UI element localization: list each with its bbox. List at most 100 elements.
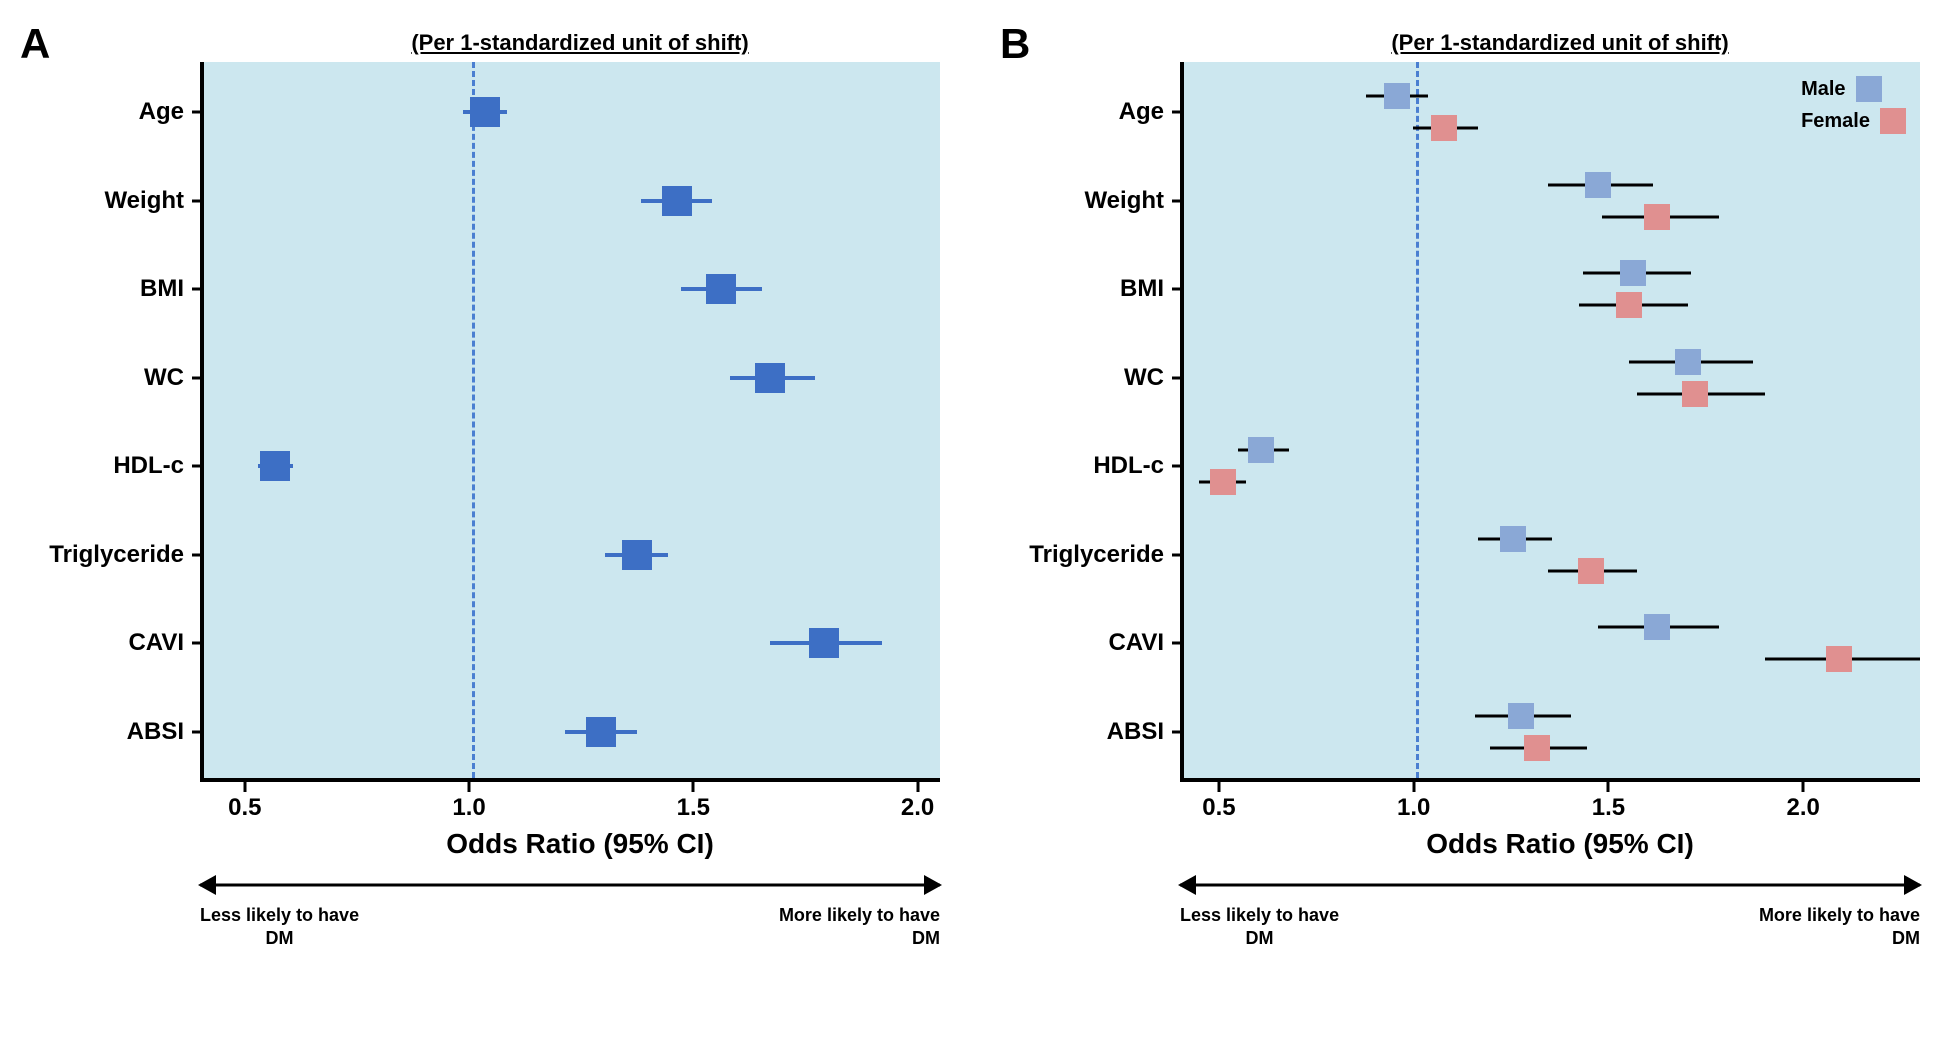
panel-b-ylabels: AgeWeightBMIWCHDL-cTriglycerideCAVIABSI xyxy=(1004,62,1174,778)
reference-line xyxy=(1416,62,1419,778)
legend-row: Female xyxy=(1801,108,1906,134)
point-marker xyxy=(622,540,652,570)
y-label: HDL-c xyxy=(1093,452,1164,480)
x-tick-label: 1.5 xyxy=(677,794,710,822)
panel-a-arrow xyxy=(200,870,940,900)
x-tick-label: 1.0 xyxy=(1397,794,1430,822)
panel-b: B (Per 1-standardized unit of shift) Age… xyxy=(1000,20,1940,964)
point-marker xyxy=(662,186,692,216)
x-tick-label: 2.0 xyxy=(901,794,934,822)
y-tick xyxy=(192,553,204,556)
point-marker xyxy=(1431,115,1457,141)
panel-a-label: A xyxy=(20,20,50,68)
panel-a-plot-area: AgeWeightBMIWCHDL-cTriglycerideCAVIABSI xyxy=(200,62,940,782)
panel-b-arrow xyxy=(1180,870,1920,900)
point-marker xyxy=(755,363,785,393)
panel-b-plot-wrap: (Per 1-standardized unit of shift) AgeWe… xyxy=(1180,30,1940,964)
y-tick xyxy=(1172,111,1184,114)
point-marker xyxy=(470,97,500,127)
x-tick xyxy=(692,782,695,792)
y-label: Age xyxy=(1119,98,1164,126)
panel-b-title: (Per 1-standardized unit of shift) xyxy=(1180,30,1940,56)
point-marker xyxy=(1675,349,1701,375)
y-tick xyxy=(192,465,204,468)
point-marker xyxy=(1210,469,1236,495)
y-label: BMI xyxy=(1120,275,1164,303)
x-tick-label: 2.0 xyxy=(1786,794,1819,822)
y-tick xyxy=(1172,642,1184,645)
y-tick xyxy=(192,642,204,645)
point-marker xyxy=(706,274,736,304)
arrow-head-right-icon xyxy=(1904,875,1922,895)
point-marker xyxy=(809,628,839,658)
point-marker xyxy=(1826,646,1852,672)
point-marker xyxy=(1500,526,1526,552)
point-marker xyxy=(1524,735,1550,761)
panel-a-ylabels: AgeWeightBMIWCHDL-cTriglycerideCAVIABSI xyxy=(24,62,194,778)
panel-b-label: B xyxy=(1000,20,1030,68)
y-label: CAVI xyxy=(1108,629,1164,657)
y-tick xyxy=(1172,288,1184,291)
arrow-head-left-icon xyxy=(1178,875,1196,895)
y-label: Age xyxy=(139,98,184,126)
panel-a: A (Per 1-standardized unit of shift) Age… xyxy=(20,20,960,964)
reference-line xyxy=(472,62,475,778)
x-tick-label: 0.5 xyxy=(1202,794,1235,822)
legend-swatch xyxy=(1880,108,1906,134)
y-tick xyxy=(1172,199,1184,202)
point-marker xyxy=(586,717,616,747)
point-marker xyxy=(1644,614,1670,640)
panel-b-xtitle: Odds Ratio (95% CI) xyxy=(1180,828,1940,860)
y-label: Weight xyxy=(1084,187,1164,215)
y-tick xyxy=(192,199,204,202)
x-tick xyxy=(1607,782,1610,792)
x-tick xyxy=(1217,782,1220,792)
y-tick xyxy=(1172,465,1184,468)
arrow-head-left-icon xyxy=(198,875,216,895)
y-label: HDL-c xyxy=(113,452,184,480)
panel-a-dir-left: Less likely to haveDM xyxy=(200,904,359,951)
y-tick xyxy=(1172,553,1184,556)
panel-a-bg xyxy=(204,62,940,778)
point-marker xyxy=(1248,437,1274,463)
panel-a-xtitle: Odds Ratio (95% CI) xyxy=(200,828,960,860)
arrow-head-right-icon xyxy=(924,875,942,895)
x-tick-label: 1.5 xyxy=(1592,794,1625,822)
y-label: CAVI xyxy=(128,629,184,657)
point-marker xyxy=(1616,292,1642,318)
panel-a-dir-right: More likely to haveDM xyxy=(779,904,940,951)
y-label: ABSI xyxy=(1107,718,1164,746)
legend-label: Male xyxy=(1801,78,1845,101)
legend-label: Female xyxy=(1801,110,1870,133)
legend: Male Female xyxy=(1801,76,1906,134)
x-tick-label: 0.5 xyxy=(228,794,261,822)
x-tick xyxy=(468,782,471,792)
panel-a-xticks: 0.5 1.0 1.5 2.0 xyxy=(200,782,940,822)
panel-b-plot-area: AgeWeightBMIWCHDL-cTriglycerideCAVIABSI … xyxy=(1180,62,1920,782)
y-label: Triglyceride xyxy=(1029,541,1164,569)
panel-b-dir-left: Less likely to haveDM xyxy=(1180,904,1339,951)
x-tick-label: 1.0 xyxy=(452,794,485,822)
y-tick xyxy=(1172,731,1184,734)
y-tick xyxy=(192,111,204,114)
y-label: ABSI xyxy=(127,718,184,746)
point-marker xyxy=(1644,204,1670,230)
panel-b-dir-right: More likely to haveDM xyxy=(1759,904,1920,951)
figure-container: A (Per 1-standardized unit of shift) Age… xyxy=(20,20,1940,964)
x-tick xyxy=(1412,782,1415,792)
x-tick xyxy=(916,782,919,792)
y-tick xyxy=(192,731,204,734)
y-tick xyxy=(1172,376,1184,379)
panel-b-xticks: 0.5 1.0 1.5 2.0 xyxy=(1180,782,1920,822)
panel-a-plot-wrap: (Per 1-standardized unit of shift) AgeWe… xyxy=(200,30,960,964)
point-marker xyxy=(1508,703,1534,729)
point-marker xyxy=(1682,381,1708,407)
arrow-line xyxy=(1180,884,1920,887)
point-marker xyxy=(1384,83,1410,109)
y-label: Triglyceride xyxy=(49,541,184,569)
legend-swatch xyxy=(1856,76,1882,102)
panel-b-bg xyxy=(1184,62,1920,778)
y-label: WC xyxy=(144,364,184,392)
point-marker xyxy=(1620,260,1646,286)
panel-a-dirlabels: Less likely to haveDM More likely to hav… xyxy=(200,904,940,964)
